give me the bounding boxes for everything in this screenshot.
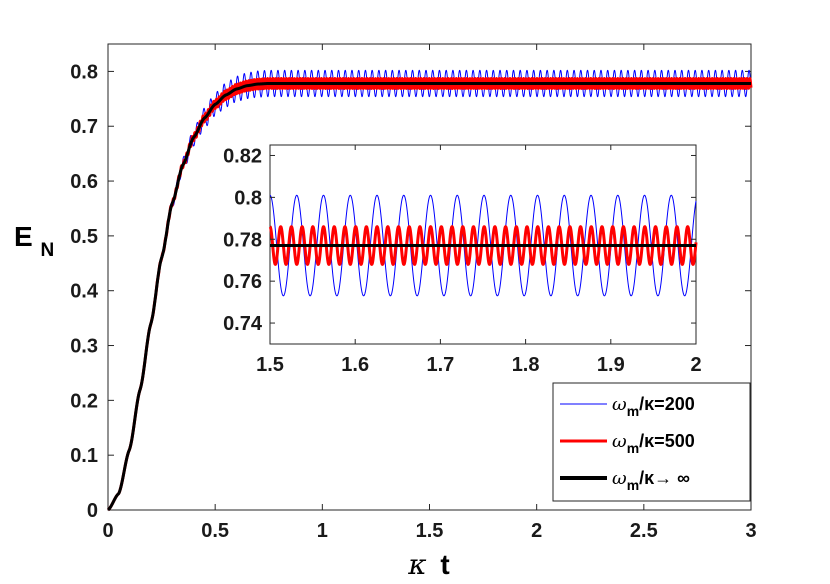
legend-label-1: ωm/κ=500 (612, 431, 695, 456)
inset-y-tick-label: 0.78 (223, 229, 262, 251)
inset-y-tick-label: 0.8 (234, 187, 262, 209)
inset-x-tick-label: 1.7 (426, 354, 454, 376)
x-axis-label: κ t (407, 548, 449, 581)
main-y-tick-label: 0.3 (70, 336, 98, 358)
main-x-tick-label: 2 (531, 520, 542, 542)
main-y-tick-label: 0.6 (70, 171, 98, 193)
main-x-tick-label: 1.5 (416, 520, 444, 542)
inset-series (268, 194, 698, 297)
inset-y-tick-label: 0.76 (223, 271, 262, 293)
main-x-ticks: 0 0.5 1 1.5 2 2.5 3 (102, 44, 757, 542)
legend-symbol: ω (612, 394, 627, 415)
inset-x-tick-label: 2 (690, 354, 701, 376)
main-y-tick-label: 0.4 (70, 281, 99, 303)
main-x-tick-label: 0 (102, 520, 113, 542)
main-y-tick-label: 0.5 (70, 226, 98, 248)
main-series-line-1 (106, 77, 753, 512)
inset-y-ticks: 0.74 0.76 0.78 0.8 0.82 (223, 145, 696, 335)
legend-label-2: ωm/κ→ ∞ (612, 468, 690, 493)
main-x-tick-label: 2.5 (630, 520, 658, 542)
inset-y-tick-label: 0.82 (223, 145, 262, 167)
legend-subscript: m (627, 477, 639, 493)
y-axis-label-main: E (14, 221, 33, 252)
legend-subscript: m (627, 440, 639, 456)
inset-x-tick-label: 1.9 (597, 354, 625, 376)
main-y-ticks: 0 0.1 0.2 0.3 0.4 0.5 0.6 0.7 0.8 (70, 61, 751, 522)
inset-x-tick-label: 1.6 (341, 354, 369, 376)
legend-text: /κ=500 (639, 431, 695, 451)
main-y-tick-label: 0.8 (70, 61, 98, 83)
legend-text: /κ=200 (639, 394, 695, 414)
legend-subscript: m (627, 403, 639, 419)
main-y-tick-label: 0.7 (70, 116, 98, 138)
x-axis-label-symbol: κ (407, 548, 426, 581)
main-y-tick-label: 0.1 (70, 445, 98, 467)
legend-symbol: ω (612, 431, 627, 452)
inset-y-tick-label: 0.74 (223, 313, 263, 335)
main-y-tick-label: 0 (87, 500, 98, 522)
legend-text: /κ→ ∞ (639, 468, 690, 488)
inset-x-tick-label: 1.5 (256, 354, 284, 376)
inset-series-line-0 (269, 194, 697, 297)
main-series-line-2 (106, 81, 753, 512)
main-x-tick-label: 1 (317, 520, 328, 542)
inset-plot: 1.5 1.6 1.7 1.8 1.9 2 0.74 0.76 0.78 0.8 0.82 (223, 144, 702, 376)
legend-label-0: ωm/κ=200 (612, 394, 695, 419)
inset-series-line-1 (268, 225, 698, 266)
x-axis-label-text: t (440, 549, 449, 580)
main-x-tick-label: 3 (745, 520, 756, 542)
legend-symbol: ω (612, 468, 627, 489)
main-y-tick-label: 0.2 (70, 390, 98, 412)
main-series (106, 69, 753, 512)
y-axis-label-sub: N (40, 240, 54, 261)
inset-x-ticks: 1.5 1.6 1.7 1.8 1.9 2 (256, 145, 702, 376)
y-axis-label: E N (14, 221, 54, 261)
inset-x-tick-label: 1.8 (512, 354, 540, 376)
main-x-tick-label: 0.5 (201, 520, 229, 542)
